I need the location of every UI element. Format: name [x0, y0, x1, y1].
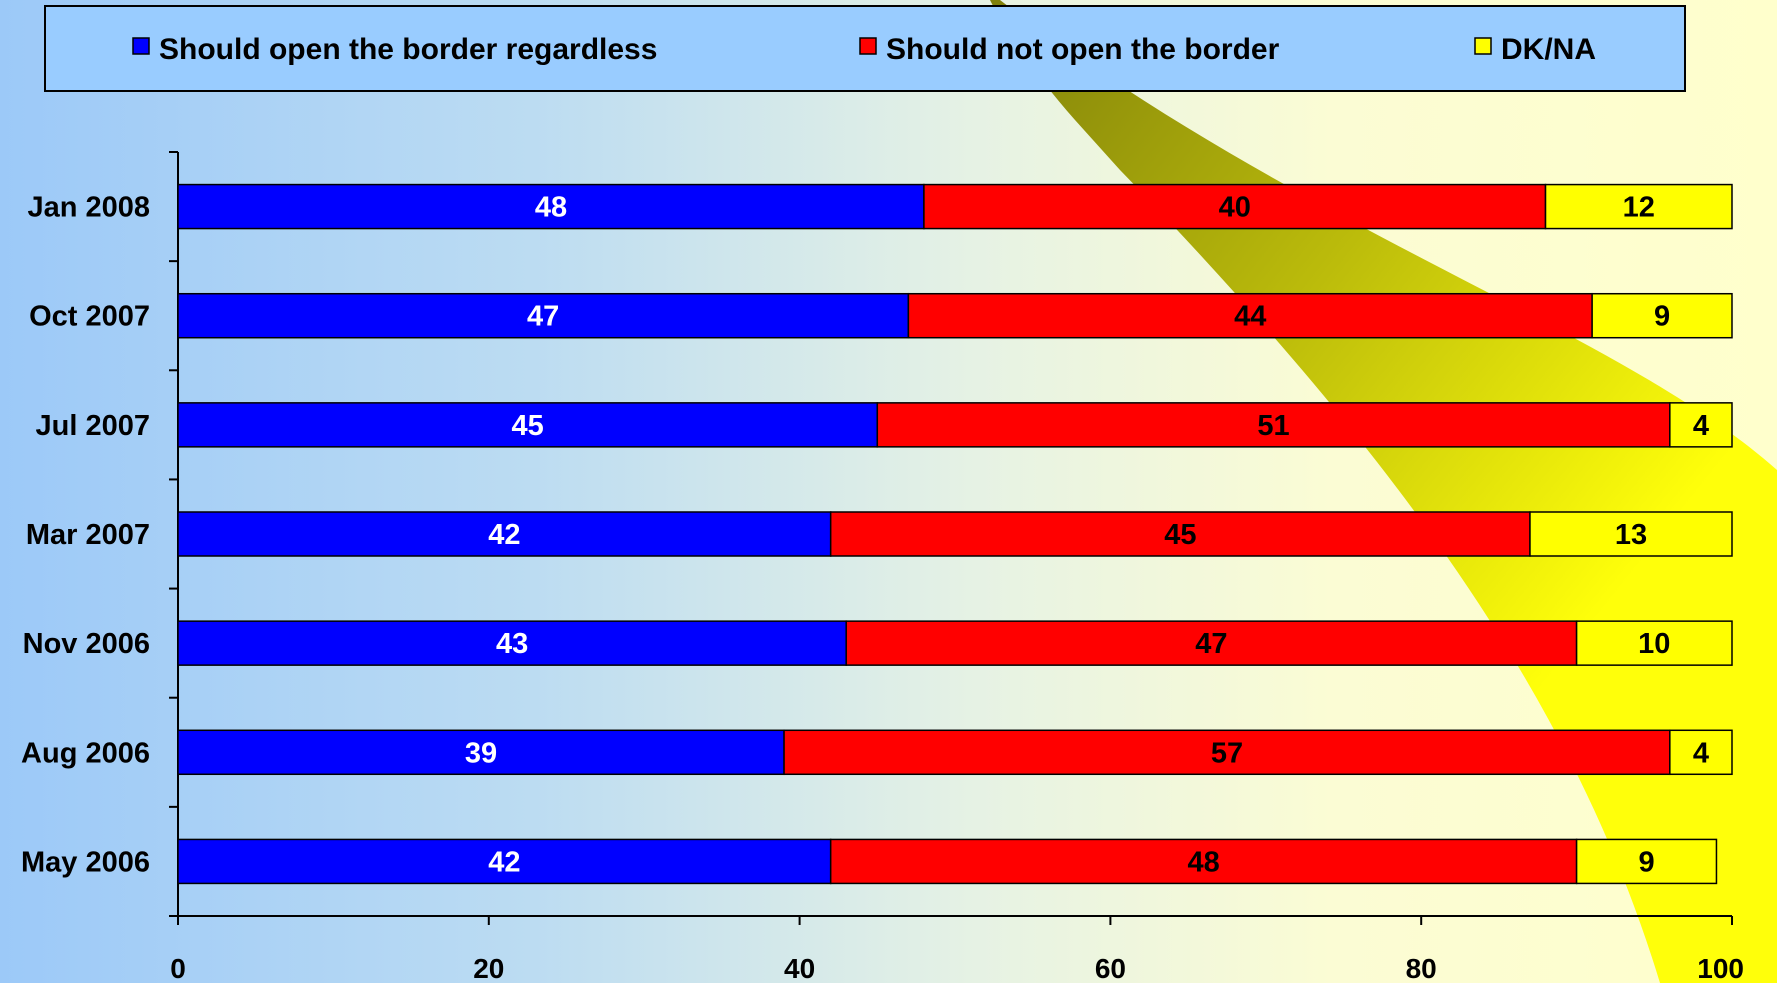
bar-row: 45 51 4	[177, 402, 1733, 448]
data-label: 42	[488, 846, 520, 878]
bar-row: 42 48 9	[177, 838, 1718, 885]
category-label: Nov 2006	[23, 628, 150, 660]
bar-segment	[829, 511, 1531, 557]
data-label: 45	[1164, 519, 1196, 551]
axes: 0 20 40 60 80 100 Jan 2008 Oct 2007 Jul 2007 Mar …	[21, 151, 1744, 983]
bar-row: 43 47 10	[177, 620, 1733, 666]
data-label: 39	[465, 737, 497, 769]
category-label: May 2006	[21, 846, 150, 878]
bar-segment	[1529, 511, 1733, 557]
data-label: 10	[1638, 628, 1670, 660]
bar-segment	[177, 729, 785, 776]
x-tick-label: 0	[170, 953, 186, 983]
bar-segment	[845, 620, 1578, 666]
legend: Should open the border regardless Should …	[44, 5, 1686, 92]
bar-row: 42 45 13	[177, 511, 1733, 557]
bar-segment	[1591, 292, 1733, 339]
data-label: 57	[1211, 737, 1243, 769]
bar-segment	[1575, 620, 1733, 666]
bar-segment	[783, 729, 1671, 776]
legend-swatch	[859, 37, 877, 55]
background-swoosh	[990, 0, 1777, 983]
legend-swatch	[1474, 37, 1492, 55]
data-label: 12	[1623, 192, 1655, 224]
bar-row: 48 40 12	[177, 183, 1733, 230]
data-label: 47	[527, 301, 559, 333]
data-label: 51	[1257, 410, 1289, 442]
data-label: 4	[1693, 737, 1709, 769]
bar-segment	[1669, 729, 1733, 776]
category-label: Mar 2007	[26, 519, 150, 551]
bar-segment	[1575, 838, 1718, 885]
category-label: Jul 2007	[36, 410, 150, 442]
bar-segment	[177, 183, 925, 230]
data-label: 45	[512, 410, 544, 442]
legend-label: DK/NA	[1501, 33, 1596, 66]
x-tick-label: 60	[1095, 953, 1126, 983]
bar-segment	[1544, 183, 1733, 230]
data-label: 9	[1654, 301, 1670, 333]
data-label: 40	[1219, 192, 1251, 224]
data-label: 13	[1615, 519, 1647, 551]
bar-segment	[829, 838, 1578, 885]
data-label: 44	[1234, 301, 1266, 333]
bar-segment	[907, 292, 1593, 339]
data-label: 4	[1693, 410, 1709, 442]
x-tick-label: 100	[1697, 953, 1744, 983]
category-label: Jan 2008	[27, 192, 150, 224]
bars: 48 40 12 47 44 9 45 51 4 42 45 13 43 47 10 39 57 4 42 48 9	[177, 183, 1733, 885]
data-label: 48	[535, 192, 567, 224]
legend-swatch	[132, 37, 150, 55]
legend-label: Should open the border regardless	[159, 33, 657, 66]
data-label: 47	[1195, 628, 1227, 660]
bar-segment	[1669, 402, 1733, 448]
x-tick-label: 20	[473, 953, 504, 983]
data-label: 9	[1638, 846, 1654, 878]
x-tick-label: 80	[1406, 953, 1437, 983]
data-label: 42	[488, 519, 520, 551]
bar-segment	[177, 838, 832, 885]
bar-row: 39 57 4	[177, 729, 1733, 776]
bar-row: 47 44 9	[177, 292, 1733, 339]
legend-label: Should not open the border	[886, 33, 1280, 66]
category-label: Aug 2006	[21, 737, 150, 769]
x-tick-label: 40	[784, 953, 815, 983]
data-label: 48	[1188, 846, 1220, 878]
data-label: 43	[496, 628, 528, 660]
bar-segment	[923, 183, 1547, 230]
category-label: Oct 2007	[29, 301, 150, 333]
